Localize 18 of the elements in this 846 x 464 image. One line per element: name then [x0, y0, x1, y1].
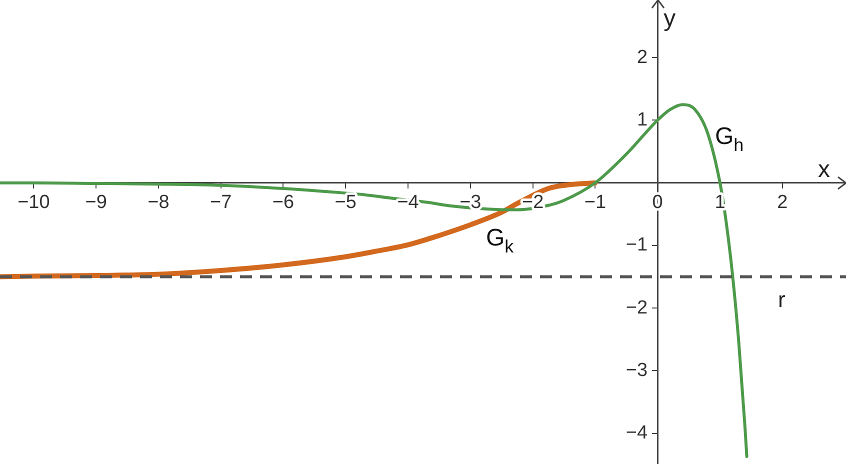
x-tick-label: −8	[148, 192, 170, 214]
y-tick-label: −1	[626, 234, 648, 256]
x-tick-label: −5	[334, 192, 356, 214]
x-tick-label: −6	[272, 192, 294, 214]
x-tick-label: 2	[777, 192, 788, 214]
y-tick-label: −4	[626, 422, 648, 444]
y-tick-label: 2	[637, 46, 648, 68]
y-axis-title: y	[664, 5, 676, 32]
x-tick-label: −1	[584, 192, 606, 214]
x-axis-title: x	[818, 156, 830, 183]
y-tick-label: 1	[637, 109, 648, 130]
x-tick-label: −9	[85, 192, 107, 214]
ref-line-label: r	[778, 286, 786, 312]
x-tick-label: −7	[210, 192, 232, 214]
line-series	[0, 103, 748, 458]
y-tick-label: −2	[626, 297, 648, 318]
x-tick-label: −10	[18, 192, 50, 214]
y-tick-label: −3	[626, 360, 648, 381]
